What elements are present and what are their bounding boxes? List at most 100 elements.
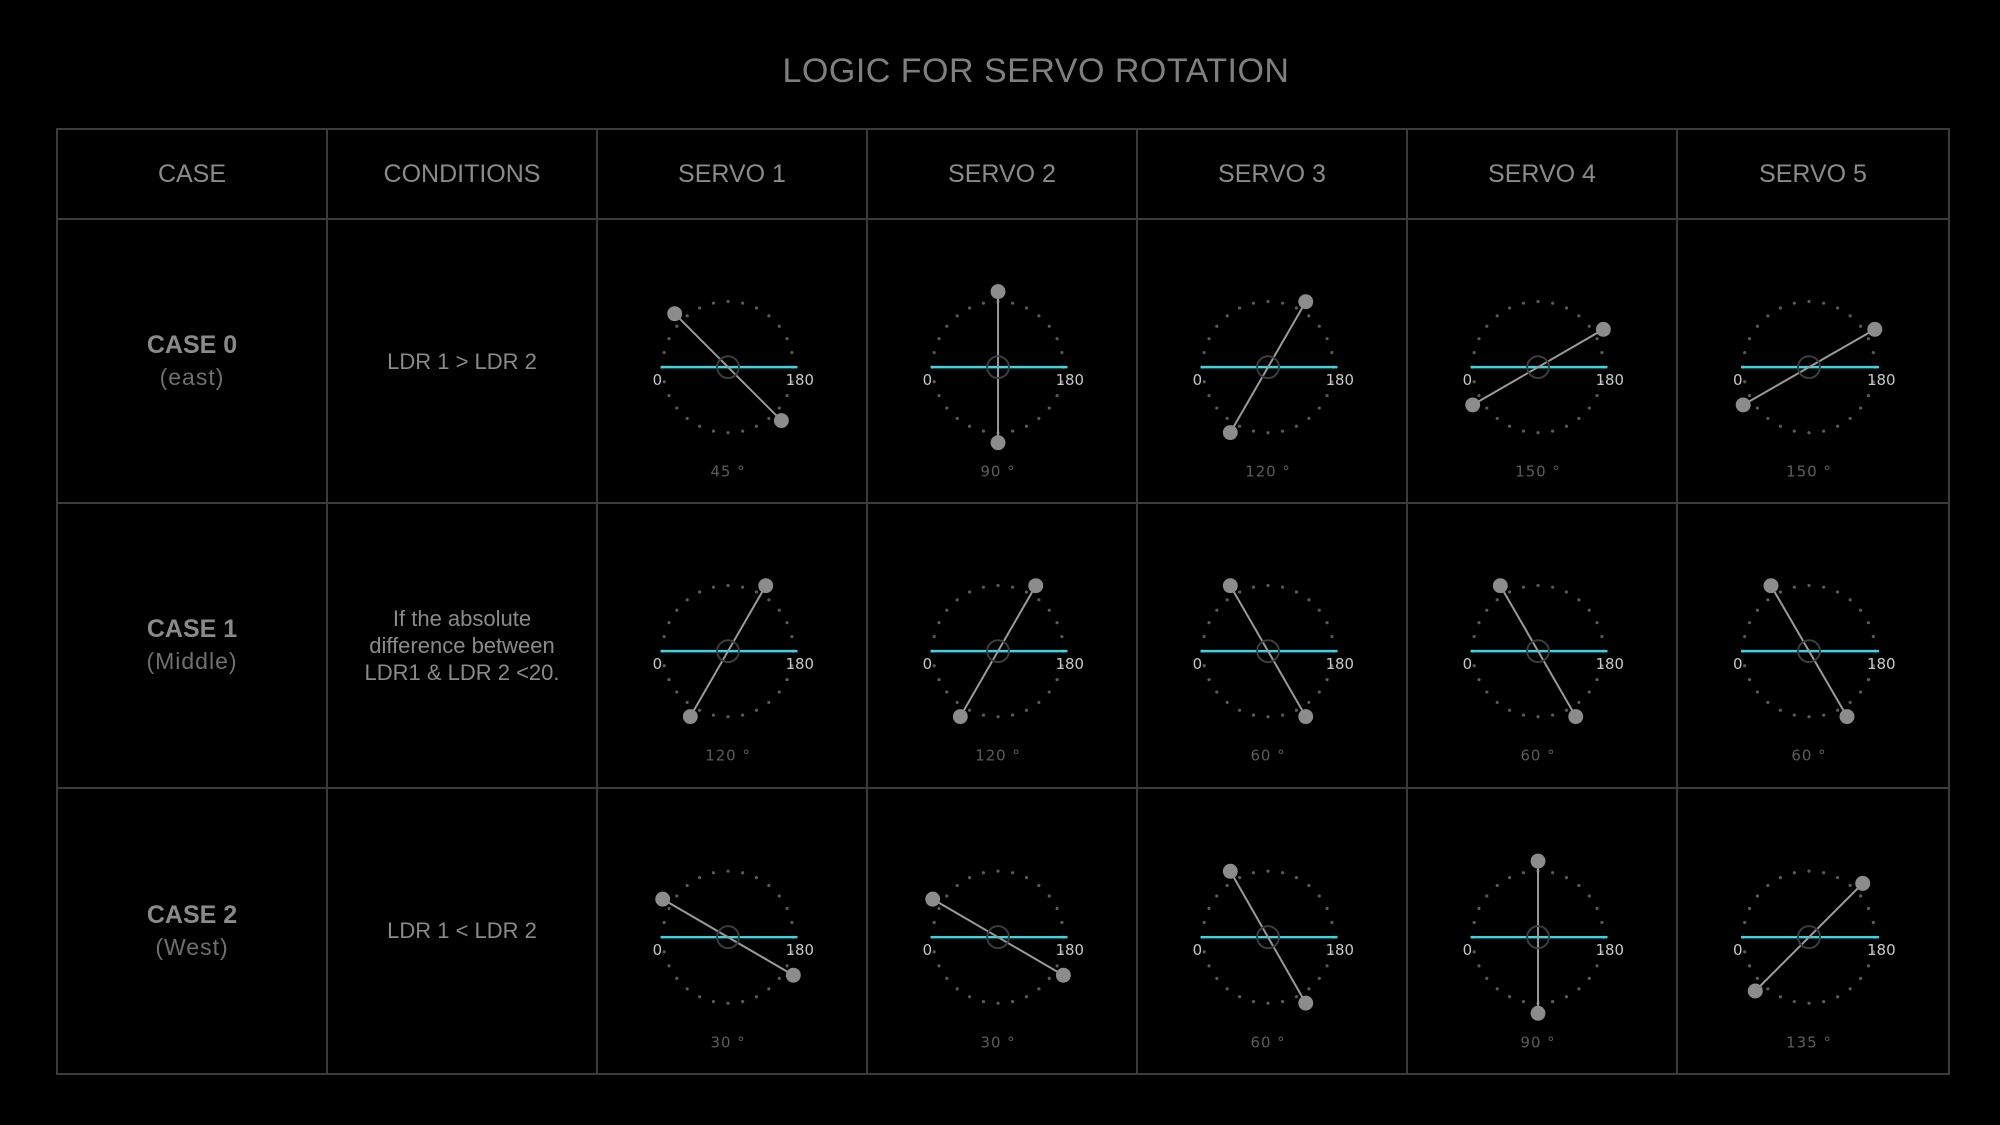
- dial-dot: [790, 635, 794, 639]
- dial-dot: [675, 608, 679, 613]
- dial-dot: [667, 621, 671, 625]
- dial-dot: [1595, 678, 1599, 682]
- dial-dot: [741, 429, 745, 433]
- case-1-sub: (Middle): [146, 648, 238, 675]
- dial-dot: [1747, 621, 1752, 625]
- servo-arm-knob: [1530, 1005, 1546, 1021]
- servo-dial-graphic: 0 180 120 °: [1193, 294, 1354, 480]
- dial-dot: [1866, 678, 1871, 682]
- dial-dot: [1536, 584, 1540, 588]
- scale-max-label: 180: [1056, 371, 1084, 389]
- servo-dial-graphic: 0 180 120 °: [923, 578, 1084, 765]
- dial-dot: [937, 337, 941, 341]
- servo-dial-graphic: 0 180 60 °: [1193, 863, 1354, 1051]
- dial-dot: [1011, 713, 1015, 718]
- servo-angle-label: 135 °: [1786, 1033, 1832, 1051]
- case-0-condition-cell: LDR 1 > LDR 2: [328, 220, 598, 505]
- dial-dot: [1215, 894, 1219, 898]
- dial-dot: [1037, 314, 1041, 318]
- header-servo-4: SERVO 4: [1408, 130, 1678, 220]
- dial-dot: [1225, 701, 1229, 705]
- dial-dot: [932, 949, 936, 954]
- dial-dot: [1225, 986, 1229, 991]
- servo-arm: [673, 313, 783, 422]
- dial-dot: [1266, 1001, 1270, 1005]
- dial-dot: [1600, 380, 1604, 384]
- scale-min-label: 0: [653, 371, 662, 389]
- dial-dot: [1747, 963, 1752, 968]
- dial-dot: [1595, 337, 1599, 341]
- dial-dot: [1564, 590, 1569, 594]
- case-2-condition-cell: LDR 1 < LDR 2: [328, 788, 598, 1073]
- dial-dot: [968, 708, 972, 713]
- dial-dot: [1564, 306, 1569, 310]
- dial-dot: [1521, 301, 1526, 305]
- dial-dot: [1477, 621, 1481, 625]
- servo-hub: [986, 355, 1010, 380]
- dial-dot: [1807, 431, 1811, 435]
- dial-dot: [785, 906, 789, 910]
- dial-dot: [1215, 690, 1219, 694]
- dial-dot: [1238, 306, 1242, 310]
- dial-dot: [685, 883, 689, 887]
- servo-dial-case-1-servo-1: 0 180 120 °: [598, 504, 868, 789]
- servo-dial-graphic: 0 180 120 °: [653, 578, 814, 765]
- dial-dot: [1587, 324, 1591, 328]
- scale-max-label: 180: [1596, 371, 1624, 389]
- dial-dot: [1238, 994, 1242, 998]
- dial-dot: [1766, 314, 1770, 318]
- scale-max-label: 180: [786, 941, 814, 959]
- dial-dot: [1836, 306, 1840, 310]
- dial-dot: [1251, 301, 1256, 305]
- dial-dot: [1215, 976, 1219, 980]
- header-conditions: CONDITIONS: [328, 130, 598, 220]
- servo-arm-knob: [1298, 995, 1314, 1011]
- dial-dot: [1485, 976, 1489, 980]
- dial-dot: [932, 350, 936, 355]
- dial-dot: [675, 690, 679, 694]
- dial-dot: [1294, 590, 1299, 594]
- dial-dot: [945, 690, 949, 694]
- dial-dot: [1871, 949, 1875, 954]
- servo-angle-label: 30 °: [710, 1033, 745, 1051]
- dial-dot: [1207, 963, 1211, 968]
- scale-max-label: 180: [1596, 941, 1624, 959]
- dial-dot: [1551, 301, 1555, 305]
- case-2-name: CASE 2: [146, 900, 238, 929]
- dial-dot: [1047, 608, 1051, 613]
- dial-dot: [1836, 708, 1840, 713]
- dial-dot: [1747, 906, 1752, 910]
- dial-dot: [932, 635, 936, 639]
- dial-dot: [1600, 949, 1604, 954]
- servo-arm-knob: [758, 578, 774, 594]
- dial-dot: [1822, 429, 1826, 433]
- dial-dot: [1859, 324, 1863, 328]
- dial-dot: [754, 590, 759, 594]
- dial-dot: [1508, 875, 1512, 879]
- servo-hub: [1526, 924, 1550, 949]
- dial-dot: [1307, 986, 1311, 991]
- dial-dot: [937, 621, 941, 625]
- dial-dot: [1536, 299, 1540, 304]
- dial-dot: [1472, 664, 1476, 668]
- dial-dot: [1202, 920, 1206, 924]
- dial-dot: [785, 621, 789, 625]
- servo-angle-label: 120 °: [1245, 462, 1291, 480]
- dial-dot: [1294, 875, 1299, 879]
- dial-dot: [1281, 999, 1285, 1003]
- dial-dot: [1564, 424, 1569, 428]
- dial-dot: [932, 380, 936, 384]
- servo-arm-knob: [1530, 853, 1546, 869]
- header-servo-5: SERVO 5: [1678, 130, 1948, 220]
- dial-dot: [1238, 708, 1242, 713]
- dial-dot: [1792, 870, 1796, 875]
- dial-dot: [1011, 301, 1015, 305]
- dial-dot: [1294, 994, 1299, 998]
- dial-dot: [1508, 708, 1512, 713]
- dial-dot: [1866, 906, 1871, 910]
- dial-dot: [1600, 664, 1604, 668]
- dial-dot: [667, 337, 671, 341]
- dial-dot: [1294, 306, 1299, 310]
- dial-dot: [741, 585, 745, 590]
- dial-dot: [667, 678, 671, 682]
